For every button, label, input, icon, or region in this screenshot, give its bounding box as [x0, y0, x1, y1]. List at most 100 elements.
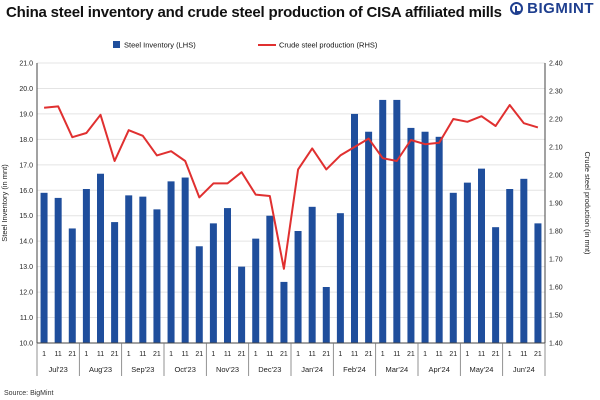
legend-label-production: Crude steel production (RHS) [279, 41, 378, 50]
inventory-bar [125, 195, 133, 343]
inventory-bar [407, 127, 415, 343]
month-label: Nov'23 [216, 365, 239, 374]
legend-label-inventory: Steel Inventory (LHS) [124, 41, 196, 50]
brand-name: BIGMINT [527, 0, 594, 17]
x-tick-label: 21 [449, 351, 457, 358]
x-tick-label: 1 [465, 351, 469, 358]
inventory-bar [195, 246, 203, 343]
inventory-bar [534, 223, 542, 343]
month-label: May'24 [470, 365, 494, 374]
inventory-bar [336, 213, 344, 343]
x-tick-label: 11 [478, 351, 485, 358]
month-label: Oct'23 [174, 365, 195, 374]
x-tick-label: 1 [211, 351, 215, 358]
month-label: Aug'23 [89, 365, 112, 374]
inventory-bar [365, 131, 373, 343]
y2-tick-label: 2.40 [549, 61, 563, 68]
y-tick-label: 13.0 [19, 264, 33, 271]
inventory-bar [167, 181, 175, 343]
month-label: Feb'24 [343, 365, 366, 374]
inventory-bar [111, 222, 119, 343]
legend-swatch-inventory [113, 41, 120, 48]
x-tick-label: 21 [68, 351, 76, 358]
y2-tick-label: 1.50 [549, 313, 563, 320]
source-note: Source: BigMint [4, 390, 54, 397]
inventory-bar [68, 228, 76, 343]
x-tick-label: 1 [84, 351, 88, 358]
inventory-bar [379, 99, 387, 343]
production-line [44, 104, 539, 270]
x-tick-label: 11 [139, 351, 146, 358]
y-tick-label: 18.0 [19, 137, 33, 144]
x-tick-label: 11 [266, 351, 273, 358]
x-tick-label: 1 [254, 351, 258, 358]
month-label: Sep'23 [131, 365, 154, 374]
y2-tick-label: 2.20 [549, 117, 563, 124]
x-tick-label: 1 [127, 351, 131, 358]
x-tick-label: 21 [407, 351, 415, 358]
y-tick-label: 17.0 [19, 162, 33, 169]
x-tick-label: 21 [153, 351, 161, 358]
inventory-bar [266, 215, 274, 343]
inventory-bar [449, 192, 457, 343]
brand-logo: BIGMINT [510, 0, 594, 17]
y-tick-label: 11.0 [20, 315, 33, 322]
inventory-bar [224, 208, 231, 343]
month-label: Dec'23 [258, 365, 281, 374]
inventory-bar [139, 196, 147, 343]
inventory-bar [82, 189, 90, 343]
y2-tick-label: 2.10 [549, 145, 563, 152]
y2-tick-label: 1.60 [549, 285, 563, 292]
x-tick-label: 11 [436, 351, 443, 358]
inventory-bar [181, 177, 189, 343]
y-axis-title: Steel Inventory (in mnt) [0, 164, 9, 242]
inventory-bar [294, 231, 302, 343]
x-tick-label: 21 [280, 351, 288, 358]
x-tick-label: 1 [169, 351, 173, 358]
x-tick-label: 21 [492, 351, 500, 358]
inventory-bar [54, 197, 62, 343]
y2-axis-title: Crude steel production (in mnt) [583, 152, 592, 255]
x-tick-label: 1 [423, 351, 427, 358]
inventory-bar [209, 223, 217, 343]
x-tick-label: 11 [309, 351, 316, 358]
inventory-bar [308, 206, 316, 343]
y-tick-label: 16.0 [19, 188, 33, 195]
month-label: Jul'23 [48, 365, 67, 374]
month-label: Jun'24 [513, 365, 535, 374]
y2-tick-label: 1.90 [549, 201, 563, 208]
inventory-bar [153, 209, 161, 343]
inventory-bar [252, 238, 260, 343]
x-tick-label: 1 [508, 351, 512, 358]
x-tick-label: 11 [520, 351, 527, 358]
x-tick-label: 21 [322, 351, 330, 358]
x-tick-label: 21 [111, 351, 119, 358]
inventory-bar [393, 99, 401, 343]
y-tick-label: 14.0 [19, 239, 33, 246]
y2-tick-label: 2.30 [549, 89, 563, 96]
x-tick-label: 21 [238, 351, 246, 358]
inventory-bar [238, 266, 246, 343]
y2-tick-label: 2.00 [549, 173, 563, 180]
y-tick-label: 12.0 [19, 290, 33, 297]
inventory-bar [351, 113, 358, 343]
x-tick-label: 11 [182, 351, 189, 358]
x-tick-label: 1 [296, 351, 300, 358]
month-label: Jan'24 [301, 365, 323, 374]
month-label: Apr'24 [428, 365, 449, 374]
x-tick-label: 21 [534, 351, 542, 358]
x-tick-label: 1 [42, 351, 46, 358]
inventory-bar [520, 178, 528, 343]
inventory-bar [97, 173, 104, 343]
x-tick-label: 11 [97, 351, 104, 358]
x-tick-label: 11 [393, 351, 400, 358]
y-tick-label: 15.0 [19, 213, 33, 220]
inventory-bar [506, 189, 514, 343]
x-tick-label: 1 [381, 351, 385, 358]
y-tick-label: 21.0 [19, 61, 33, 68]
y-tick-label: 19.0 [19, 111, 33, 118]
x-tick-label: 21 [195, 351, 203, 358]
inventory-bar [435, 136, 443, 343]
chart-title: China steel inventory and crude steel pr… [6, 4, 502, 21]
